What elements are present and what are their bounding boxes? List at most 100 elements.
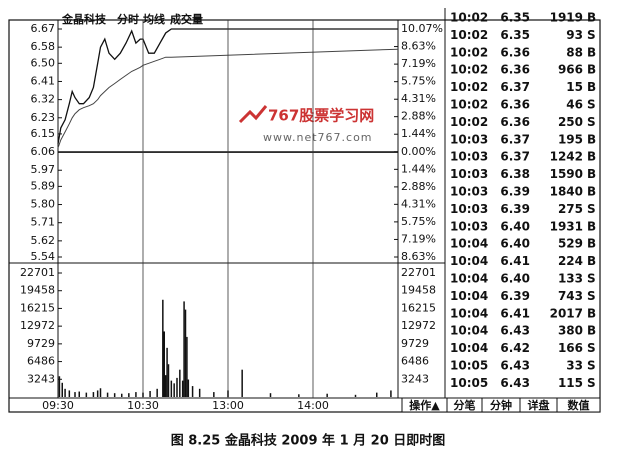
trade-side: B bbox=[587, 306, 596, 320]
y-tick-label-right: 9729 bbox=[401, 337, 429, 350]
trade-time: 10:04 bbox=[450, 341, 488, 355]
trade-time: 10:03 bbox=[450, 167, 488, 181]
trade-price: 6.40 bbox=[500, 272, 530, 286]
trade-volume: 1590 bbox=[550, 167, 583, 181]
trade-side: B bbox=[587, 219, 596, 233]
trade-price: 6.36 bbox=[500, 45, 530, 59]
trade-side: B bbox=[587, 237, 596, 251]
y-tick-label: 6486 bbox=[27, 355, 55, 368]
watermark: 767股票学习网 www.net767.com bbox=[238, 105, 374, 144]
y-tick-label: 6.41 bbox=[31, 74, 56, 87]
trade-side: B bbox=[587, 324, 596, 338]
trade-volume: 133 bbox=[558, 272, 583, 286]
trade-volume: 115 bbox=[558, 376, 583, 390]
trade-side: S bbox=[587, 115, 596, 129]
trade-price: 6.43 bbox=[500, 376, 530, 390]
y2-tick-label: 4.31% bbox=[401, 92, 436, 105]
caption: 图 8.25 金晶科技 2009 年 1 月 20 日即时图 bbox=[171, 433, 446, 449]
y-tick-label: 19458 bbox=[20, 284, 55, 297]
y-tick-label: 5.54 bbox=[31, 250, 56, 263]
trade-time: 10:04 bbox=[450, 324, 488, 338]
trade-time: 10:02 bbox=[450, 28, 488, 42]
trade-volume: 46 bbox=[566, 98, 583, 112]
trade-time: 10:02 bbox=[450, 63, 488, 77]
y-tick-label-right: 3243 bbox=[401, 372, 429, 385]
trade-price: 6.40 bbox=[500, 219, 530, 233]
trade-time: 10:04 bbox=[450, 254, 488, 268]
trade-price: 6.37 bbox=[500, 132, 530, 146]
x-tick-label: 10:30 bbox=[127, 399, 159, 412]
trade-time: 10:04 bbox=[450, 289, 488, 303]
trade-side: B bbox=[587, 167, 596, 181]
trade-side: S bbox=[587, 28, 596, 42]
trade-volume: 966 bbox=[558, 63, 583, 77]
y-tick-label-right: 6486 bbox=[401, 355, 429, 368]
trade-time: 10:05 bbox=[450, 359, 488, 373]
trade-volume: 250 bbox=[558, 115, 583, 129]
trade-side: S bbox=[587, 272, 596, 286]
trade-price: 6.35 bbox=[500, 11, 530, 25]
x-tick-label: 13:00 bbox=[212, 399, 244, 412]
trade-volume: 743 bbox=[558, 289, 583, 303]
frame bbox=[8, 19, 601, 413]
y-tick-label: 6.50 bbox=[31, 56, 56, 69]
y2-tick-label: 1.44% bbox=[401, 162, 436, 175]
tab-label[interactable]: 详盘 bbox=[528, 398, 550, 412]
trade-price: 6.38 bbox=[500, 167, 530, 181]
tab[interactable] bbox=[556, 397, 601, 413]
logo bbox=[238, 105, 268, 124]
trade-side: B bbox=[587, 150, 596, 164]
price-line bbox=[57, 48, 399, 149]
trade-side: S bbox=[587, 359, 596, 373]
stock-name: 金晶科技 bbox=[61, 12, 107, 26]
y-tick-label: 3243 bbox=[27, 372, 55, 385]
trade-side: B bbox=[587, 63, 596, 77]
tab-label[interactable]: 操作▲ bbox=[409, 398, 440, 412]
y-tick-label-right: 22701 bbox=[401, 266, 436, 279]
y2-tick-label: 2.88% bbox=[401, 110, 436, 123]
trade-price: 6.36 bbox=[500, 98, 530, 112]
trade-price: 6.36 bbox=[500, 115, 530, 129]
y2-tick-label: 10.07% bbox=[401, 22, 443, 35]
trade-time: 10:03 bbox=[450, 132, 488, 146]
trade-price: 6.39 bbox=[500, 289, 530, 303]
legend-entry: 分时 bbox=[117, 12, 139, 26]
y2-tick-label: 0.00% bbox=[401, 145, 436, 158]
trade-side: S bbox=[587, 376, 596, 390]
y-tick-label-right: 12972 bbox=[401, 319, 436, 332]
trade-price: 6.36 bbox=[500, 63, 530, 77]
tab-label[interactable]: 分钟 bbox=[490, 398, 512, 412]
trade-price: 6.42 bbox=[500, 341, 530, 355]
trade-volume: 88 bbox=[566, 45, 583, 59]
y2-tick-label: 7.19% bbox=[401, 57, 436, 70]
y2-tick-label: 4.31% bbox=[401, 197, 436, 210]
trade-volume: 195 bbox=[558, 132, 583, 146]
trade-time: 10:03 bbox=[450, 202, 488, 216]
trade-side: B bbox=[587, 80, 596, 94]
trade-side: S bbox=[587, 98, 596, 112]
trade-time: 10:03 bbox=[450, 185, 488, 199]
tab-label[interactable]: 数值 bbox=[568, 398, 590, 412]
trade-side: S bbox=[587, 341, 596, 355]
tab-label[interactable]: 分笔 bbox=[454, 398, 476, 412]
trade-price: 6.39 bbox=[500, 185, 530, 199]
trade-price: 6.37 bbox=[500, 80, 530, 94]
trade-volume: 224 bbox=[558, 254, 583, 268]
trade-side: S bbox=[587, 289, 596, 303]
price-line bbox=[57, 28, 398, 145]
y-tick-label: 5.80 bbox=[31, 198, 56, 211]
y2-tick-label: 2.88% bbox=[401, 180, 436, 193]
trade-side: B bbox=[587, 45, 596, 59]
trade-volume: 15 bbox=[566, 80, 583, 94]
y-tick-label: 6.15 bbox=[31, 127, 56, 140]
legend-entry: 成交量 bbox=[170, 12, 203, 26]
y-tick-label: 5.71 bbox=[31, 216, 56, 229]
y2-tick-label: 5.75% bbox=[401, 215, 436, 228]
y-tick-label: 6.32 bbox=[31, 93, 56, 106]
y-tick-label: 6.67 bbox=[31, 22, 56, 35]
y2-tick-label: 8.63% bbox=[401, 40, 436, 53]
y-tick-label: 22701 bbox=[20, 266, 55, 279]
y2-tick-label: 8.63% bbox=[401, 250, 436, 263]
watermark-name: 767股票学习网 bbox=[268, 107, 374, 125]
